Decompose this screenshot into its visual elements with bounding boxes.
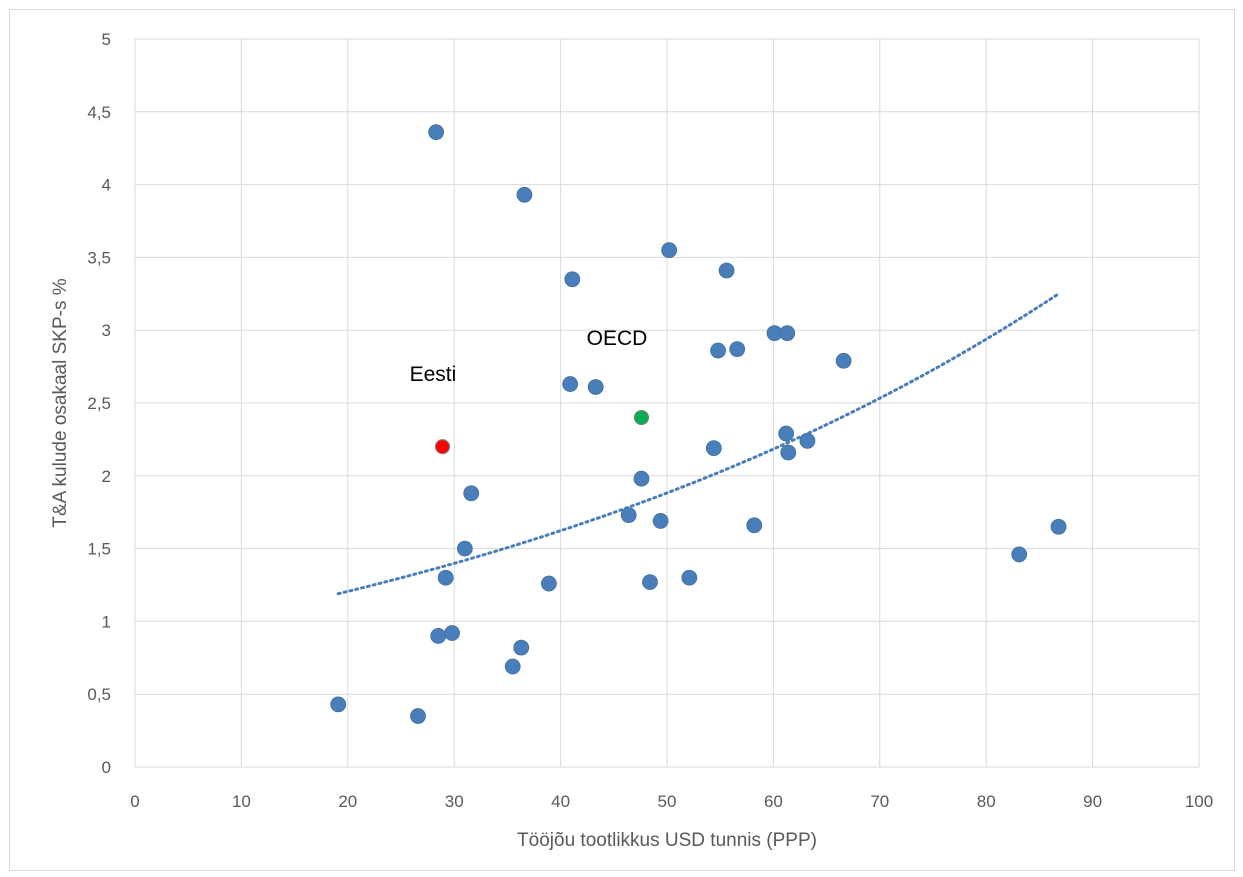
x-tick-label: 80 [977,792,996,811]
y-tick-label: 0 [102,758,111,777]
x-tick-label: 100 [1185,792,1213,811]
data-point [835,352,852,369]
chart-frame [9,9,1235,871]
y-tick-label: 3,5 [87,248,111,267]
label-oecd: OECD [587,327,648,350]
x-tick-label: 20 [338,792,357,811]
x-axis-ticks: 0 10 20 30 40 50 60 70 80 90 100 [130,792,1213,811]
data-point [437,569,454,586]
data-point [540,575,557,592]
data-point [652,513,669,529]
y-tick-label: 0,5 [87,685,111,704]
x-tick-label: 50 [658,792,677,811]
y-tick-label: 4,5 [87,103,111,122]
data-point [799,432,816,449]
point-oecd [633,409,650,426]
x-tick-label: 70 [870,792,889,811]
point-eesti [434,439,451,455]
data-point [456,540,473,557]
data-point [746,517,763,534]
y-axis-ticks: 0 0,5 1 1,5 2 2,5 3 3,5 4 4,5 5 [87,30,111,777]
data-point [444,625,460,641]
data-point [779,325,796,342]
data-point [410,708,426,724]
trendline [336,292,1061,596]
data-point [504,658,521,675]
data-point [620,507,637,524]
y-axis-title: T&A kulude osakaal SKP-s % [50,278,71,527]
y-tick-label: 1 [102,612,111,631]
data-point [780,444,797,461]
x-tick-label: 0 [130,792,139,811]
data-point [778,425,795,442]
data-point [718,262,735,279]
data-point [430,628,447,644]
data-point [1011,546,1028,563]
x-tick-label: 30 [445,792,464,811]
y-tick-label: 3 [102,321,111,340]
data-point [428,124,445,141]
x-tick-label: 40 [551,792,570,811]
x-tick-label: 10 [232,792,251,811]
data-point [710,342,726,359]
trendline-group [336,292,1061,596]
y-tick-label: 2 [102,467,111,486]
x-tick-label: 90 [1083,792,1102,811]
highlight-points: Eesti OECD [410,327,650,455]
label-eesti: Eesti [410,363,457,386]
data-point [642,574,658,590]
data-point [564,271,581,288]
data-point [1050,518,1067,535]
x-tick-label: 60 [764,792,783,811]
data-point [729,341,746,358]
y-tick-label: 1,5 [87,540,111,559]
data-point [633,470,650,487]
data-point [330,696,347,713]
data-point [661,242,678,259]
data-points [330,124,1067,724]
data-point [705,440,722,457]
data-point [587,379,604,395]
y-tick-label: 4 [102,176,111,195]
data-point [516,186,533,203]
x-axis-title: Tööjõu tootlikkus USD tunnis (PPP) [517,830,817,851]
data-point [513,639,530,656]
y-tick-label: 2,5 [87,394,111,413]
y-tick-label: 5 [102,30,111,49]
data-point [562,376,579,392]
grid [134,38,1200,768]
data-point [681,569,698,586]
data-point [463,485,480,502]
